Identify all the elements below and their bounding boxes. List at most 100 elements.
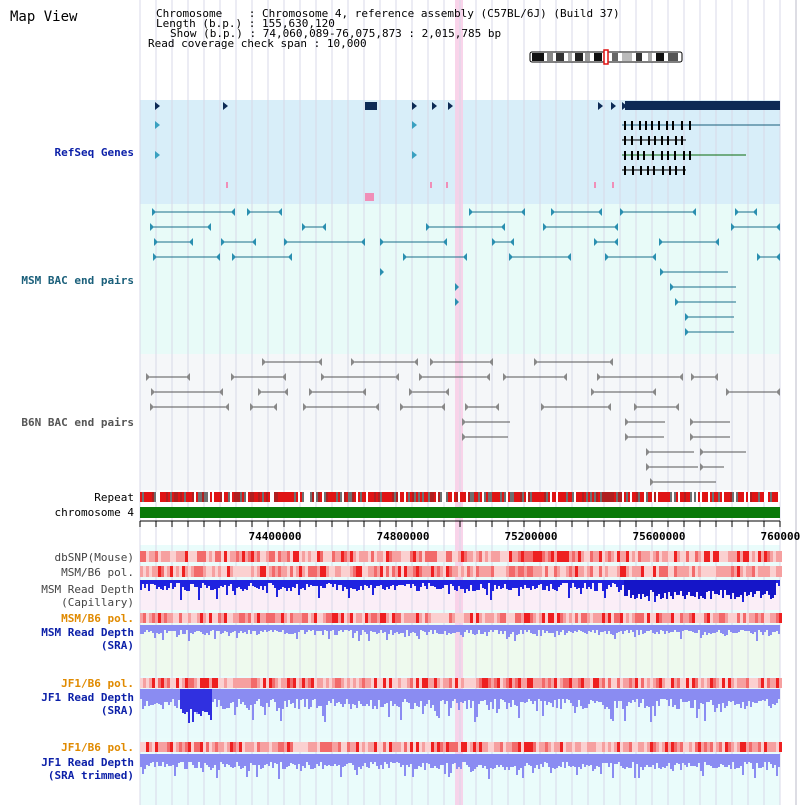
msm-pol-cell bbox=[629, 613, 632, 623]
msm-cap-depth-bar bbox=[616, 580, 618, 587]
msm-pol-cell bbox=[428, 566, 431, 577]
msm-sra-depth-bar bbox=[458, 625, 460, 632]
dbsnp-cell bbox=[251, 551, 254, 562]
repeat-seg bbox=[382, 492, 384, 502]
msm-sra-depth-bar bbox=[594, 625, 596, 633]
dbsnp-cell bbox=[362, 551, 365, 562]
jf1-trim-depth-bar bbox=[362, 754, 364, 766]
jf1-sra-depth-bar bbox=[552, 689, 554, 707]
msm-sra-depth-bar bbox=[754, 625, 756, 632]
chromosome-ideogram[interactable] bbox=[529, 49, 683, 65]
msm-sra-depth-bar bbox=[142, 625, 144, 634]
jf1-trim-depth-bar bbox=[766, 754, 768, 770]
msm-cap-depth-bar bbox=[156, 580, 158, 589]
msm-pol-cell bbox=[767, 613, 770, 623]
jf1-sra-depth-bar bbox=[416, 689, 418, 706]
msm-sra-depth-bar bbox=[382, 625, 384, 633]
jf1-sra-depth-bar bbox=[700, 689, 702, 703]
repeat-seg bbox=[744, 492, 746, 502]
msm-pol-cell bbox=[458, 613, 461, 623]
jf1-sra-depth-bar bbox=[258, 689, 260, 699]
msm-sra-depth-bar bbox=[256, 625, 258, 635]
dbsnp-cell bbox=[623, 551, 626, 562]
msm-cap-depth-bar bbox=[480, 580, 482, 584]
dbsnp-cell bbox=[776, 551, 779, 562]
dbsnp-cell bbox=[398, 551, 401, 562]
repeat-seg bbox=[260, 492, 262, 502]
msm-sra-depth-bar bbox=[418, 625, 420, 639]
repeat-seg bbox=[340, 492, 342, 502]
dbsnp-cell bbox=[308, 551, 311, 562]
gene-marker bbox=[223, 102, 228, 110]
refseq-genes-track[interactable] bbox=[155, 101, 780, 201]
jf1-sra-depth-bar bbox=[516, 689, 518, 706]
track-label-b6n-bac[interactable]: B6N BAC end pairs bbox=[21, 416, 134, 429]
jf1-pol-cell bbox=[434, 678, 437, 688]
dbsnp-cell bbox=[299, 551, 302, 562]
exon bbox=[624, 121, 626, 130]
jf1-sra-depth-bar bbox=[476, 689, 478, 717]
msm-cap-depth-bar bbox=[686, 580, 688, 595]
repeat-seg bbox=[562, 492, 564, 502]
dbsnp-cell bbox=[317, 551, 320, 562]
bac-end bbox=[216, 253, 220, 261]
jf1-sra-depth-bar bbox=[428, 689, 430, 700]
dbsnp-cell bbox=[338, 551, 341, 562]
msm-pol-cell bbox=[194, 566, 197, 577]
jf1-pol-cell bbox=[239, 742, 242, 752]
bac-end bbox=[225, 403, 229, 411]
msm-cap-depth-bar bbox=[486, 580, 488, 595]
jf1-pol-cell bbox=[164, 678, 167, 688]
jf1-trim-depth-bar bbox=[716, 754, 718, 768]
jf1-trim-depth-bar bbox=[688, 754, 690, 763]
b6n-bac-track[interactable] bbox=[146, 358, 780, 486]
repeat-seg bbox=[454, 492, 456, 502]
repeat-seg bbox=[636, 492, 638, 502]
exon bbox=[669, 166, 671, 175]
bac-end bbox=[262, 358, 266, 366]
msm-pol-cell bbox=[686, 566, 689, 577]
jf1-pol-cell bbox=[743, 742, 746, 752]
jf1-sra-depth-bar bbox=[320, 689, 322, 706]
jf1-sra-depth-bar bbox=[726, 689, 728, 706]
repeat-seg bbox=[314, 492, 316, 502]
msm-pol-cell bbox=[341, 613, 344, 623]
dbsnp-cell bbox=[221, 551, 224, 562]
msm-sra-depth-bar bbox=[528, 625, 530, 630]
jf1-pol-cell bbox=[233, 742, 236, 752]
track-label-msm-bac[interactable]: MSM BAC end pairs bbox=[21, 274, 134, 287]
msm-pol-cell bbox=[257, 613, 260, 623]
ideogram-band bbox=[668, 53, 678, 61]
msm-cap-depth-bar bbox=[568, 580, 570, 598]
bac-end bbox=[414, 358, 418, 366]
msm-pol-cell bbox=[152, 613, 155, 623]
jf1-sra-depth-bar bbox=[576, 689, 578, 707]
msm-cap-depth-bar bbox=[242, 580, 244, 591]
msm-pol-cell bbox=[149, 613, 152, 623]
repeat-seg bbox=[746, 492, 748, 502]
msm-pol-cell bbox=[509, 566, 512, 577]
repeat-seg bbox=[204, 492, 206, 502]
msm-sra-depth-bar bbox=[666, 625, 668, 631]
jf1-pol-cell bbox=[722, 742, 725, 752]
msm-pol-cell bbox=[230, 613, 233, 623]
jf1-sra-depth-bar bbox=[268, 689, 270, 707]
repeat-seg bbox=[536, 492, 538, 502]
jf1-sra-depth-bar bbox=[232, 689, 234, 702]
msm-bac-track[interactable] bbox=[150, 208, 780, 336]
dbsnp-cell bbox=[284, 551, 287, 562]
msm-cap-depth-bar bbox=[390, 580, 392, 586]
dbsnp-cell bbox=[242, 551, 245, 562]
repeat-seg bbox=[286, 492, 288, 502]
jf1-pol-cell bbox=[608, 678, 611, 688]
msm-sra-depth-bar bbox=[648, 625, 650, 631]
repeat-seg bbox=[254, 492, 256, 502]
track-label-refseq[interactable]: RefSeq Genes bbox=[55, 146, 134, 159]
jf1-pol-cell bbox=[323, 742, 326, 752]
jf1-sra-depth-bar bbox=[638, 689, 640, 707]
jf1-pol-cell bbox=[734, 742, 737, 752]
jf1-sra-depth-bar bbox=[186, 689, 188, 712]
jf1-trim-depth-bar bbox=[698, 754, 700, 763]
msm-pol-cell bbox=[731, 566, 734, 577]
